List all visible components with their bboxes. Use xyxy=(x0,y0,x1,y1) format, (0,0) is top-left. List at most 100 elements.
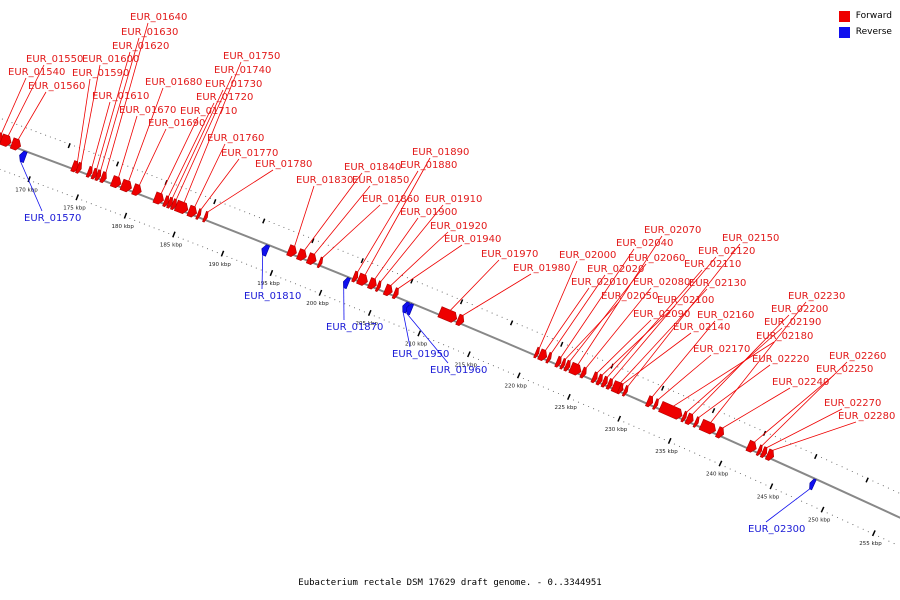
gene-label-eur-01850[interactable]: EUR_01850 xyxy=(352,175,409,186)
gene-label-eur-01770[interactable]: EUR_01770 xyxy=(221,148,278,159)
gene-arrow-eur-02240[interactable] xyxy=(715,426,725,439)
gene-label-eur-01690[interactable]: EUR_01690 xyxy=(148,118,205,129)
gene-arrow-eur-01720[interactable] xyxy=(162,195,170,208)
gene-label-eur-02010[interactable]: EUR_02010 xyxy=(571,277,628,288)
gene-arrow-eur-02050[interactable] xyxy=(559,358,567,370)
gene-arrow-eur-01780[interactable] xyxy=(202,210,209,223)
gene-arrow-eur-02000[interactable] xyxy=(533,346,540,359)
gene-label-eur-01540[interactable]: EUR_01540 xyxy=(8,67,65,78)
gene-label-eur-01870[interactable]: EUR_01870 xyxy=(326,322,383,333)
gene-arrow-eur-02280[interactable] xyxy=(764,448,775,461)
gene-arrow-eur-01910[interactable] xyxy=(374,280,382,292)
gene-label-eur-02060[interactable]: EUR_02060 xyxy=(628,253,685,264)
gene-arrow-eur-01680[interactable] xyxy=(119,178,132,193)
gene-arrow-eur-02090[interactable] xyxy=(590,371,598,384)
gene-arrow-eur-02040[interactable] xyxy=(554,355,562,368)
gene-label-eur-02120[interactable]: EUR_02120 xyxy=(698,246,755,257)
gene-label-eur-01670[interactable]: EUR_01670 xyxy=(119,105,176,116)
gene-arrow-eur-02200[interactable] xyxy=(684,412,694,425)
gene-label-eur-01560[interactable]: EUR_01560 xyxy=(28,81,85,92)
gene-arrow-eur-01880[interactable] xyxy=(351,270,359,283)
gene-label-eur-01880[interactable]: EUR_01880 xyxy=(400,160,457,171)
gene-label-eur-02240[interactable]: EUR_02240 xyxy=(772,377,829,388)
gene-arrow-eur-01860[interactable] xyxy=(316,256,324,269)
gene-arrow-eur-02260[interactable] xyxy=(755,444,763,456)
gene-arrow-eur-02100[interactable] xyxy=(595,373,603,386)
gene-arrow-eur-02110[interactable] xyxy=(600,375,608,388)
gene-label-eur-01730[interactable]: EUR_01730 xyxy=(205,79,262,90)
gene-label-eur-02040[interactable]: EUR_02040 xyxy=(616,238,673,249)
gene-label-eur-02220[interactable]: EUR_02220 xyxy=(752,354,809,365)
gene-label-eur-01640[interactable]: EUR_01640 xyxy=(130,12,187,23)
gene-arrow-eur-02150[interactable] xyxy=(621,384,629,397)
gene-label-eur-01780[interactable]: EUR_01780 xyxy=(255,159,312,170)
gene-arrow-eur-01850[interactable] xyxy=(305,252,317,265)
gene-label-eur-02300[interactable]: EUR_02300 xyxy=(748,524,805,535)
gene-arrow-eur-01980[interactable] xyxy=(455,313,465,327)
gene-arrow-eur-02160[interactable] xyxy=(645,395,654,408)
gene-label-eur-01720[interactable]: EUR_01720 xyxy=(196,92,253,103)
gene-label-eur-02110[interactable]: EUR_02110 xyxy=(684,259,741,270)
gene-arrow-eur-01760[interactable] xyxy=(186,204,198,218)
gene-arrow-eur-02060[interactable] xyxy=(563,359,571,372)
gene-label-eur-01840[interactable]: EUR_01840 xyxy=(344,162,401,173)
gene-arrow-eur-02010[interactable] xyxy=(537,348,548,362)
gene-label-eur-01710[interactable]: EUR_01710 xyxy=(180,106,237,117)
gene-arrow-eur-02120[interactable] xyxy=(605,378,613,390)
gene-label-eur-02000[interactable]: EUR_02000 xyxy=(559,250,616,261)
gene-label-eur-02170[interactable]: EUR_02170 xyxy=(693,344,750,355)
gene-arrow-eur-01900[interactable] xyxy=(367,277,377,290)
gene-arrow-eur-01920[interactable] xyxy=(382,283,393,297)
gene-label-eur-01750[interactable]: EUR_01750 xyxy=(223,51,280,62)
gene-label-eur-01610[interactable]: EUR_01610 xyxy=(92,91,149,102)
gene-label-eur-02200[interactable]: EUR_02200 xyxy=(771,304,828,315)
gene-arrow-eur-02230[interactable] xyxy=(698,418,716,435)
gene-arrow-eur-02190[interactable] xyxy=(680,410,688,423)
gene-label-eur-01960[interactable]: EUR_01960 xyxy=(430,365,487,376)
gene-arrow-eur-02070[interactable] xyxy=(568,361,582,376)
gene-label-eur-01600[interactable]: EUR_01600 xyxy=(82,54,139,65)
gene-arrow-eur-01940[interactable] xyxy=(391,287,399,300)
gene-label-eur-02020[interactable]: EUR_02020 xyxy=(587,264,644,275)
gene-label-eur-02090[interactable]: EUR_02090 xyxy=(633,309,690,320)
gene-arrow-eur-01950[interactable] xyxy=(402,301,411,314)
gene-label-eur-01550[interactable]: EUR_01550 xyxy=(26,54,83,65)
gene-label-eur-01620[interactable]: EUR_01620 xyxy=(112,41,169,52)
gene-label-eur-02230[interactable]: EUR_02230 xyxy=(788,291,845,302)
gene-label-eur-02130[interactable]: EUR_02130 xyxy=(689,278,746,289)
gene-label-eur-02140[interactable]: EUR_02140 xyxy=(673,322,730,333)
gene-label-eur-02080[interactable]: EUR_02080 xyxy=(633,277,690,288)
gene-label-eur-01760[interactable]: EUR_01760 xyxy=(207,133,264,144)
gene-arrow-eur-01750[interactable] xyxy=(173,199,189,215)
gene-arrow-eur-01810[interactable] xyxy=(261,244,271,257)
gene-label-eur-01810[interactable]: EUR_01810 xyxy=(244,291,301,302)
gene-arrow-eur-02300[interactable] xyxy=(809,478,817,491)
gene-arrow-eur-01690[interactable] xyxy=(131,183,142,196)
gene-label-eur-02190[interactable]: EUR_02190 xyxy=(764,317,821,328)
gene-arrow-eur-02140[interactable] xyxy=(616,382,624,395)
gene-label-eur-01570[interactable]: EUR_01570 xyxy=(24,213,81,224)
gene-arrow-eur-01960[interactable] xyxy=(406,303,415,316)
gene-arrow-eur-02180[interactable] xyxy=(658,401,683,420)
gene-label-eur-01920[interactable]: EUR_01920 xyxy=(430,221,487,232)
gene-arrow-eur-02250[interactable] xyxy=(745,439,757,453)
gene-arrow-eur-02080[interactable] xyxy=(579,366,587,379)
gene-label-eur-02250[interactable]: EUR_02250 xyxy=(816,364,873,375)
gene-label-eur-02150[interactable]: EUR_02150 xyxy=(722,233,779,244)
gene-label-eur-02280[interactable]: EUR_02280 xyxy=(838,411,895,422)
gene-arrow-eur-01620[interactable] xyxy=(90,167,98,180)
gene-label-eur-01860[interactable]: EUR_01860 xyxy=(362,194,419,205)
gene-label-eur-01980[interactable]: EUR_01980 xyxy=(513,263,570,274)
gene-arrow-eur-01840[interactable] xyxy=(296,248,307,261)
gene-label-eur-02050[interactable]: EUR_02050 xyxy=(601,291,658,302)
gene-label-eur-02160[interactable]: EUR_02160 xyxy=(697,310,754,321)
gene-label-eur-01680[interactable]: EUR_01680 xyxy=(145,77,202,88)
gene-label-eur-02070[interactable]: EUR_02070 xyxy=(644,225,701,236)
gene-label-eur-01830[interactable]: EUR_01830 xyxy=(296,175,353,186)
gene-label-eur-01900[interactable]: EUR_01900 xyxy=(400,207,457,218)
gene-arrow-eur-01970[interactable] xyxy=(437,306,458,323)
gene-label-eur-01950[interactable]: EUR_01950 xyxy=(392,349,449,360)
gene-label-eur-02100[interactable]: EUR_02100 xyxy=(657,295,714,306)
gene-label-eur-01740[interactable]: EUR_01740 xyxy=(214,65,271,76)
gene-label-eur-01970[interactable]: EUR_01970 xyxy=(481,249,538,260)
